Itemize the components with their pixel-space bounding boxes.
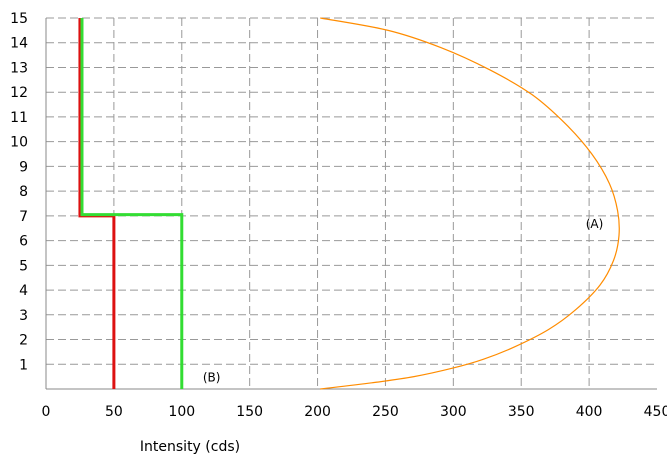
x-tick-label: 250: [372, 404, 399, 420]
x-tick-label: 150: [236, 404, 263, 420]
series-lines: [78, 17, 620, 390]
x-tick-label: 0: [42, 404, 51, 420]
y-tick-label: 10: [10, 135, 28, 151]
y-tick-label: 13: [10, 60, 28, 76]
series-line-1: [320, 17, 620, 390]
series-line-2: [78, 18, 116, 389]
y-tick-label: 4: [19, 283, 28, 299]
x-tick-label: 200: [304, 404, 331, 420]
y-tick-label: 11: [10, 110, 28, 126]
y-tick-label: 14: [10, 36, 28, 52]
x-tick-label: 350: [508, 404, 535, 420]
annotation-label: (B): [203, 371, 221, 385]
x-tick-label: 300: [440, 404, 467, 420]
x-gridlines: [113, 18, 590, 389]
y-tick-label: 7: [19, 209, 28, 225]
y-tick-label: 15: [10, 11, 28, 27]
y-tick-label: 12: [10, 85, 28, 101]
y-tick-label: 9: [19, 159, 28, 175]
y-tick-label: 3: [19, 308, 28, 324]
y-tick-label: 1: [19, 357, 28, 373]
series-line-3: [80, 18, 184, 389]
y-tick-label: 8: [19, 184, 28, 200]
y-tick-label: 6: [19, 234, 28, 250]
axes: [45, 18, 657, 390]
x-tick-label: 100: [168, 404, 195, 420]
y-tick-label: 5: [19, 258, 28, 274]
x-axis-label: Intensity (cds): [140, 439, 240, 455]
x-tick-label: 400: [576, 404, 603, 420]
x-tick-labels: 0 50 100 150 200 250 300 350 400 450: [42, 404, 667, 420]
annotations: (A) (B): [203, 217, 603, 384]
x-tick-label: 50: [105, 404, 123, 420]
y-tick-label: 2: [19, 333, 28, 349]
y-gridlines: [46, 17, 657, 365]
annotation-label: (A): [586, 217, 604, 231]
x-tick-label: 450: [644, 404, 667, 420]
